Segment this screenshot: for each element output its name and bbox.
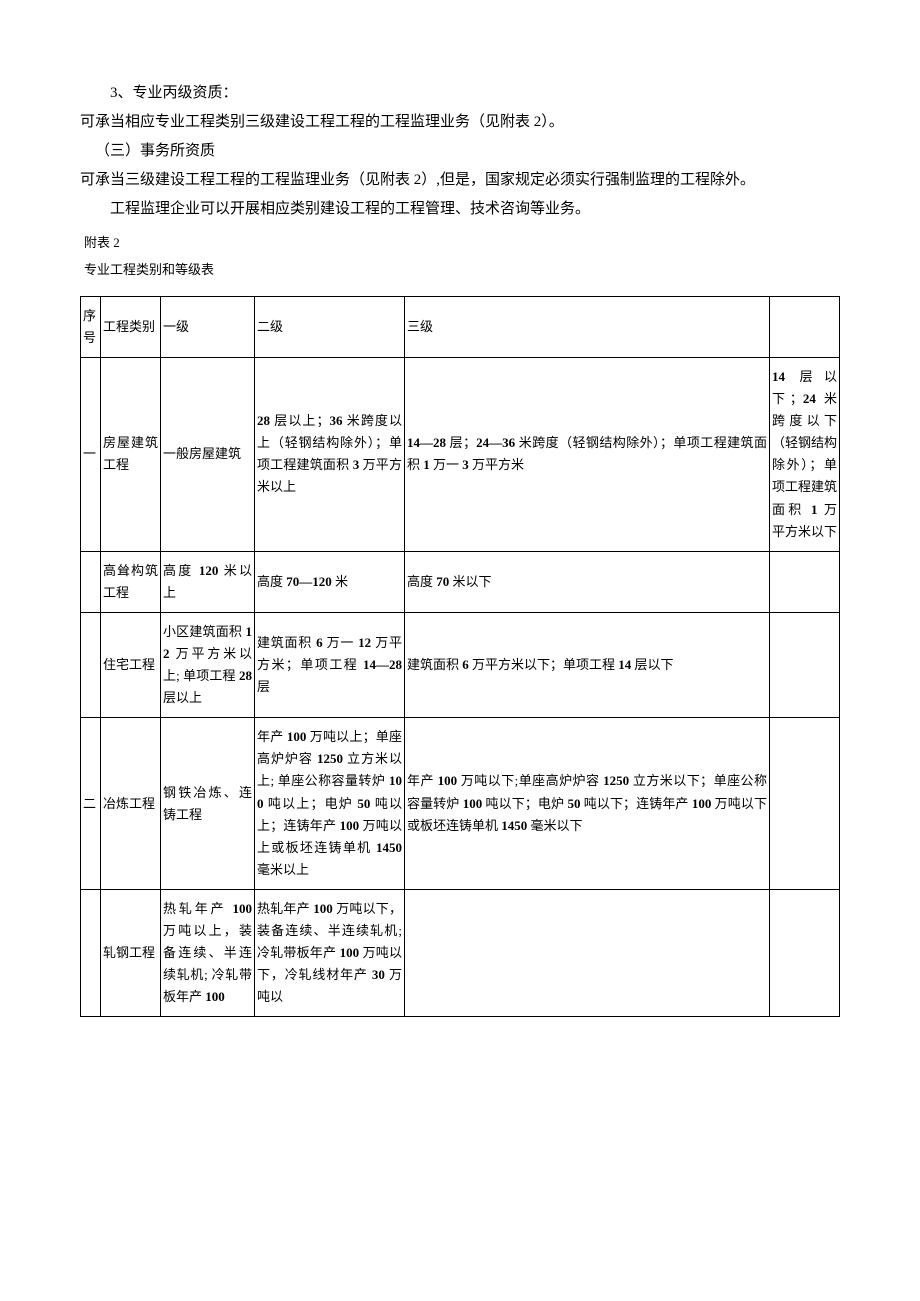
cell-l2: 热轧年产 100 万吨以下，装备连续、半连续轧机; 冷轧带板年产 100 万吨以… [255,889,405,1016]
cell-category: 冶炼工程 [101,718,161,890]
header-level3: 三级 [405,296,770,357]
cell-category: 轧钢工程 [101,889,161,1016]
cell-extra [770,551,840,612]
paragraph-3: （三）事务所资质 [80,138,840,165]
paragraph-5: 工程监理企业可以开展相应类别建设工程的工程管理、技术咨询等业务。 [80,196,840,223]
table-row: 轧钢工程 热轧年产 100 万吨以上，装备连续、半连续轧机; 冷轧带板年产 10… [81,889,840,1016]
table-header-row: 序号 工程类别 一级 二级 三级 [81,296,840,357]
cell-extra [770,889,840,1016]
table-row: 一 房屋建筑工程 一般房屋建筑 28 层以上；36 米跨度以上（轻钢结构除外）；… [81,357,840,551]
cell-l3: 14—28 层；24—36 米跨度（轻钢结构除外）；单项工程建筑面积 1 万一 … [405,357,770,551]
cell-l3: 建筑面积 6 万平方米以下；单项工程 14 层以下 [405,612,770,717]
cell-seq: 二 [81,718,101,890]
header-category: 工程类别 [101,296,161,357]
header-level1: 一级 [161,296,255,357]
cell-l2: 建筑面积 6 万一 12 万平方米；单项工程 14—28 层 [255,612,405,717]
cell-l1: 高度 120 米以上 [161,551,255,612]
header-level2: 二级 [255,296,405,357]
cell-l1: 一般房屋建筑 [161,357,255,551]
paragraph-2: 可承当相应专业工程类别三级建设工程工程的工程监理业务（见附表 2）。 [80,109,840,136]
paragraph-1: 3、专业丙级资质： [80,80,840,107]
cell-l2: 高度 70—120 米 [255,551,405,612]
cell-l3: 年产 100 万吨以下;单座高炉炉容 1250 立方米以下；单座公称容量转炉 1… [405,718,770,890]
cell-l2: 年产 100 万吨以上；单座高炉炉容 1250 立方米以上; 单座公称容量转炉 … [255,718,405,890]
cell-category: 住宅工程 [101,612,161,717]
cell-l2: 28 层以上；36 米跨度以上（轻钢结构除外）；单项工程建筑面积 3 万平方米以… [255,357,405,551]
table-row: 高耸构筑工程 高度 120 米以上 高度 70—120 米 高度 70 米以下 [81,551,840,612]
cell-seq [81,612,101,717]
cell-extra [770,718,840,890]
header-seq: 序号 [81,296,101,357]
cell-l1: 钢铁冶炼、连铸工程 [161,718,255,890]
cell-l3: 高度 70 米以下 [405,551,770,612]
grade-table: 序号 工程类别 一级 二级 三级 一 房屋建筑工程 一般房屋建筑 28 层以上；… [80,296,840,1018]
cell-l3 [405,889,770,1016]
cell-seq [81,551,101,612]
cell-category: 房屋建筑工程 [101,357,161,551]
paragraph-4: 可承当三级建设工程工程的工程监理业务（见附表 2）,但是，国家规定必须实行强制监… [80,167,840,194]
cell-category: 高耸构筑工程 [101,551,161,612]
cell-l1: 小区建筑面积 12 万平方米以上; 单项工程 28 层以上 [161,612,255,717]
table-row: 住宅工程 小区建筑面积 12 万平方米以上; 单项工程 28 层以上 建筑面积 … [81,612,840,717]
cell-extra [770,612,840,717]
cell-l1: 热轧年产 100 万吨以上，装备连续、半连续轧机; 冷轧带板年产 100 [161,889,255,1016]
cell-seq [81,889,101,1016]
cell-seq: 一 [81,357,101,551]
attachment-label: 附表 2 [84,231,840,254]
header-extra [770,296,840,357]
table-row: 二 冶炼工程 钢铁冶炼、连铸工程 年产 100 万吨以上；单座高炉炉容 1250… [81,718,840,890]
attachment-title: 专业工程类别和等级表 [84,258,840,281]
cell-extra: 14 层以下；24 米跨度以下（轻钢结构除外）；单项工程建筑面积 1 万平方米以… [770,357,840,551]
